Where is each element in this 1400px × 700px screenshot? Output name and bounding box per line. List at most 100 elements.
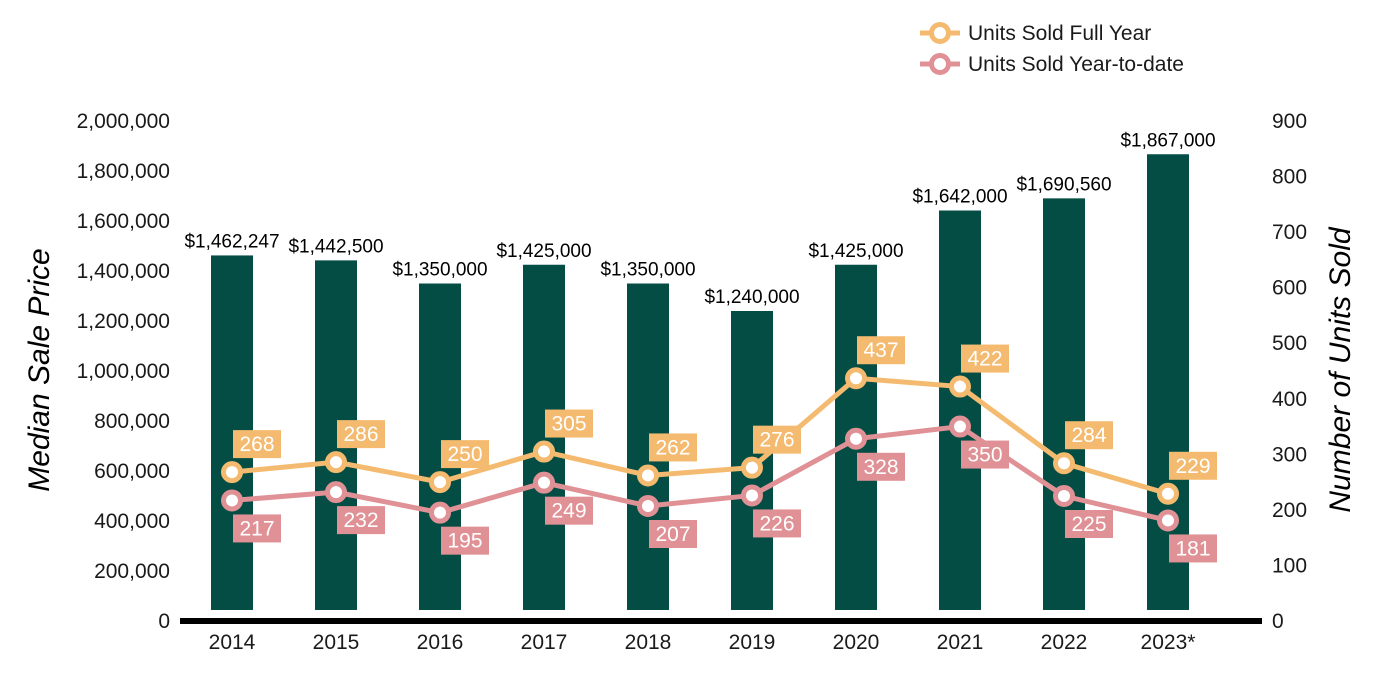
bar-value-label: $1,442,500 bbox=[288, 236, 383, 257]
data-point-marker bbox=[845, 367, 867, 390]
data-point-label: 217 bbox=[239, 517, 274, 540]
data-point-label: 284 bbox=[1071, 424, 1106, 447]
data-point-label: 262 bbox=[655, 436, 690, 459]
data-label-box bbox=[753, 509, 801, 538]
data-point-label: 195 bbox=[447, 530, 482, 553]
data-point-label: 422 bbox=[967, 348, 1002, 371]
data-point-marker bbox=[637, 495, 659, 517]
right-tick-label: 400 bbox=[1272, 388, 1307, 411]
bar bbox=[939, 210, 981, 610]
data-point-marker bbox=[1157, 482, 1179, 505]
right-tick-label: 900 bbox=[1272, 110, 1307, 133]
data-point-marker bbox=[221, 489, 243, 512]
right-tick-label: 0 bbox=[1272, 610, 1284, 633]
data-point-marker bbox=[1053, 485, 1075, 507]
right-tick-label: 800 bbox=[1272, 166, 1307, 189]
bar-value-label: $1,425,000 bbox=[808, 241, 903, 262]
data-point-marker bbox=[325, 481, 347, 504]
legend-label: Units Sold Full Year bbox=[968, 22, 1151, 45]
data-label-box bbox=[649, 433, 697, 462]
data-point-label: 250 bbox=[447, 443, 482, 466]
bar-value-label: $1,240,000 bbox=[704, 287, 799, 308]
left-tick-label: 1,800,000 bbox=[77, 160, 170, 183]
x-tick-label: 2019 bbox=[729, 631, 776, 654]
data-label-box bbox=[545, 409, 593, 438]
data-point-marker bbox=[845, 427, 867, 450]
data-point-marker bbox=[949, 375, 971, 398]
bar bbox=[1147, 154, 1189, 610]
data-point-marker bbox=[741, 484, 763, 507]
data-label-box bbox=[1169, 534, 1217, 563]
data-point-label: 286 bbox=[343, 423, 378, 446]
data-label-box bbox=[1169, 451, 1217, 480]
x-tick-label: 2016 bbox=[417, 631, 464, 654]
data-label-box bbox=[545, 496, 593, 525]
data-point-label: 437 bbox=[863, 339, 898, 362]
data-point-marker bbox=[637, 464, 659, 487]
data-label-box bbox=[753, 425, 801, 454]
bar-value-label: $1,350,000 bbox=[600, 260, 695, 281]
right-tick-label: 100 bbox=[1272, 554, 1307, 577]
data-label-box bbox=[961, 344, 1009, 373]
bar-value-label: $1,462,247 bbox=[184, 231, 279, 252]
data-point-marker bbox=[221, 461, 243, 484]
series-line-full-year bbox=[229, 375, 1171, 497]
data-point-label: 232 bbox=[343, 509, 378, 532]
data-label-box bbox=[441, 440, 489, 469]
data-label-box bbox=[857, 452, 905, 481]
right-axis-title: Number of Units Sold bbox=[1324, 226, 1357, 512]
data-point-label: 268 bbox=[239, 433, 274, 456]
bar-value-label: $1,690,560 bbox=[1016, 174, 1111, 195]
series-line-year-to-date bbox=[229, 424, 1171, 523]
data-point-label: 181 bbox=[1175, 537, 1210, 560]
data-point-label: 276 bbox=[759, 429, 794, 452]
data-point-label: 305 bbox=[551, 413, 586, 436]
legend-swatch-marker bbox=[929, 53, 951, 75]
legend-label: Units Sold Year-to-date bbox=[968, 53, 1184, 76]
x-tick-label: 2020 bbox=[833, 631, 880, 654]
bar-value-label: $1,642,000 bbox=[912, 187, 1007, 208]
data-point-marker bbox=[429, 471, 451, 494]
right-tick-label: 500 bbox=[1272, 332, 1307, 355]
bar-value-label: $1,350,000 bbox=[392, 260, 487, 281]
x-tick-label: 2015 bbox=[313, 631, 360, 654]
right-tick-label: 300 bbox=[1272, 443, 1307, 466]
left-tick-label: 600,000 bbox=[94, 460, 170, 483]
legend: Units Sold Full Year Units Sold Year-to-… bbox=[920, 22, 1184, 76]
legend-entry-year-to-date: Units Sold Year-to-date bbox=[920, 53, 1184, 76]
data-label-box bbox=[337, 420, 385, 449]
data-point-label: 229 bbox=[1175, 455, 1210, 478]
left-tick-label: 200,000 bbox=[94, 560, 170, 583]
data-point-marker bbox=[533, 471, 555, 494]
data-point-label: 249 bbox=[551, 500, 586, 523]
data-point-marker bbox=[949, 415, 971, 438]
x-tick-label: 2021 bbox=[937, 631, 984, 654]
data-label-box bbox=[441, 526, 489, 555]
left-tick-label: 2,000,000 bbox=[77, 110, 170, 133]
x-tick-label: 2022 bbox=[1041, 631, 1088, 654]
data-label-box bbox=[1065, 421, 1113, 450]
left-axis-title: Median Sale Price bbox=[23, 248, 56, 491]
left-tick-label: 1,000,000 bbox=[77, 360, 170, 383]
lines-layer bbox=[221, 367, 1179, 532]
left-tick-label: 800,000 bbox=[94, 410, 170, 433]
right-tick-label: 700 bbox=[1272, 221, 1307, 244]
left-tick-label: 1,400,000 bbox=[77, 260, 170, 283]
data-point-marker bbox=[429, 501, 451, 524]
data-point-marker bbox=[533, 440, 555, 463]
x-tick-label: 2018 bbox=[625, 631, 672, 654]
bars-layer bbox=[211, 154, 1189, 611]
data-label-box bbox=[649, 520, 697, 548]
data-point-label: 350 bbox=[967, 444, 1002, 467]
data-point-label: 328 bbox=[863, 456, 898, 479]
data-point-marker bbox=[325, 451, 347, 474]
data-point-marker bbox=[1053, 452, 1075, 475]
data-label-box bbox=[233, 514, 281, 543]
bar-value-label: $1,425,000 bbox=[496, 241, 591, 262]
left-tick-label: 400,000 bbox=[94, 510, 170, 533]
data-point-label: 207 bbox=[655, 523, 690, 546]
data-label-box bbox=[961, 440, 1009, 469]
data-point-marker bbox=[1157, 509, 1179, 532]
labels-layer: $1,462,247 $1,442,500 $1,350,000 $1,425,000… bbox=[184, 130, 1217, 563]
